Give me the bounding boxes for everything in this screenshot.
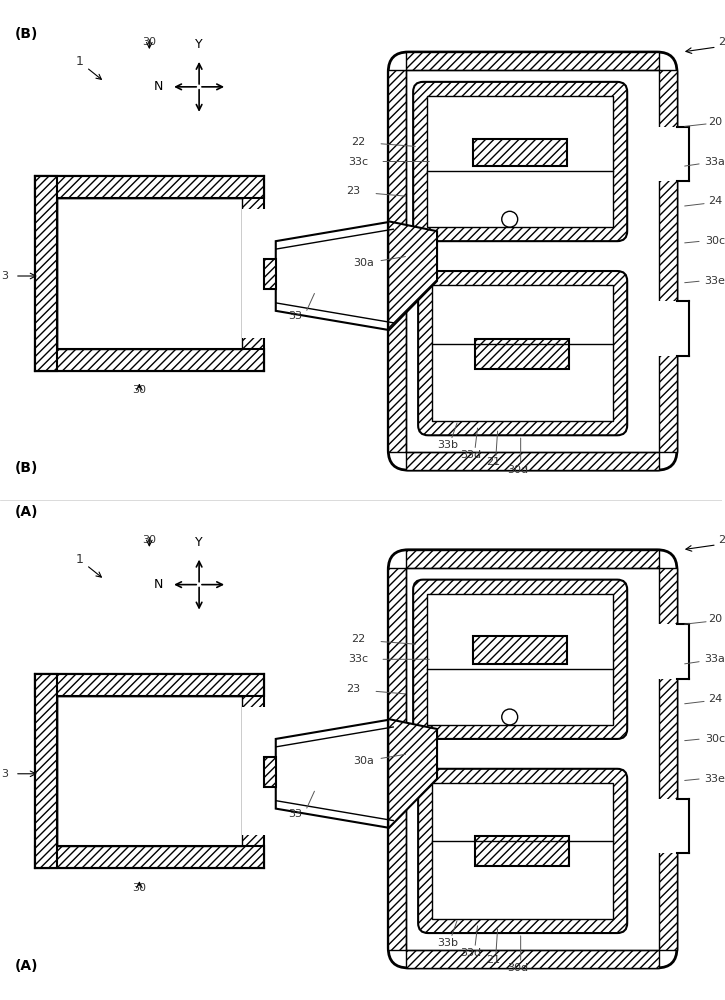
Bar bbox=[473, 636, 568, 664]
Text: 33a: 33a bbox=[705, 654, 725, 664]
Bar bbox=[432, 783, 613, 919]
Bar bbox=[35, 674, 57, 868]
Bar bbox=[389, 568, 406, 950]
Text: 20: 20 bbox=[708, 117, 722, 127]
FancyBboxPatch shape bbox=[418, 769, 627, 933]
Text: 22: 22 bbox=[352, 137, 365, 147]
Text: 30: 30 bbox=[133, 883, 146, 893]
Bar bbox=[35, 349, 264, 371]
Bar bbox=[35, 176, 264, 198]
Text: 33a: 33a bbox=[705, 157, 725, 167]
Text: 30: 30 bbox=[133, 385, 146, 395]
Bar bbox=[475, 836, 569, 866]
Bar bbox=[35, 674, 264, 696]
Text: 3: 3 bbox=[1, 271, 9, 281]
Text: 30: 30 bbox=[142, 37, 157, 47]
Bar bbox=[242, 707, 269, 835]
Text: 1: 1 bbox=[75, 553, 102, 577]
Text: 21: 21 bbox=[486, 955, 500, 965]
Text: 33b: 33b bbox=[437, 938, 458, 948]
Bar bbox=[432, 285, 613, 421]
Text: 1: 1 bbox=[75, 55, 102, 79]
Bar bbox=[35, 176, 264, 371]
Text: 30d: 30d bbox=[507, 465, 529, 475]
Text: 33d: 33d bbox=[460, 450, 481, 460]
Text: Y: Y bbox=[195, 536, 203, 549]
Text: N: N bbox=[154, 578, 163, 591]
Bar bbox=[406, 550, 659, 568]
Text: (B): (B) bbox=[15, 27, 38, 41]
Text: 30c: 30c bbox=[705, 734, 725, 744]
Text: 2: 2 bbox=[718, 37, 725, 47]
Text: 23: 23 bbox=[347, 684, 360, 694]
Bar bbox=[35, 674, 264, 868]
Text: 30: 30 bbox=[142, 535, 157, 545]
Text: (A): (A) bbox=[15, 505, 38, 519]
Text: 33d: 33d bbox=[460, 948, 481, 958]
FancyBboxPatch shape bbox=[413, 580, 627, 739]
Bar bbox=[406, 452, 659, 470]
Bar bbox=[659, 568, 677, 950]
Text: 30a: 30a bbox=[353, 756, 374, 766]
Text: 30d: 30d bbox=[507, 963, 529, 973]
Text: Y: Y bbox=[195, 38, 203, 51]
Text: 2: 2 bbox=[718, 535, 725, 545]
Text: 33c: 33c bbox=[348, 654, 368, 664]
Text: 24: 24 bbox=[708, 694, 722, 704]
Bar bbox=[264, 757, 276, 787]
Text: 33e: 33e bbox=[705, 774, 725, 784]
Text: 3: 3 bbox=[1, 769, 9, 779]
FancyBboxPatch shape bbox=[418, 271, 627, 435]
Text: 33b: 33b bbox=[437, 440, 458, 450]
Bar bbox=[406, 52, 659, 70]
Text: N: N bbox=[154, 80, 163, 93]
Bar bbox=[427, 594, 613, 725]
Bar bbox=[406, 950, 659, 968]
Bar bbox=[427, 96, 613, 227]
Bar bbox=[473, 139, 568, 166]
FancyBboxPatch shape bbox=[413, 82, 627, 241]
Bar bbox=[35, 846, 264, 868]
Text: 23: 23 bbox=[347, 186, 360, 196]
Bar bbox=[659, 70, 677, 452]
Polygon shape bbox=[389, 221, 437, 331]
Bar bbox=[657, 799, 705, 853]
Bar bbox=[264, 259, 276, 289]
FancyBboxPatch shape bbox=[389, 52, 677, 470]
Text: 24: 24 bbox=[708, 196, 722, 206]
Text: 30c: 30c bbox=[705, 236, 725, 246]
Bar bbox=[657, 624, 705, 679]
Bar bbox=[657, 301, 705, 356]
Bar bbox=[57, 198, 242, 349]
Text: (A): (A) bbox=[15, 959, 38, 973]
Text: 20: 20 bbox=[708, 614, 722, 624]
Bar bbox=[57, 696, 242, 846]
Text: (B): (B) bbox=[15, 461, 38, 475]
Bar bbox=[657, 127, 705, 181]
Text: 33e: 33e bbox=[705, 276, 725, 286]
Polygon shape bbox=[389, 719, 437, 829]
Bar bbox=[242, 209, 269, 338]
Text: 33: 33 bbox=[289, 809, 302, 819]
Bar bbox=[389, 70, 406, 452]
Polygon shape bbox=[276, 719, 393, 829]
Text: 33: 33 bbox=[289, 311, 302, 321]
Text: 30a: 30a bbox=[353, 258, 374, 268]
Text: 33c: 33c bbox=[348, 157, 368, 167]
Bar bbox=[475, 339, 569, 369]
Bar bbox=[35, 176, 57, 371]
Polygon shape bbox=[276, 221, 393, 331]
FancyBboxPatch shape bbox=[389, 550, 677, 968]
Text: 21: 21 bbox=[486, 457, 500, 467]
Text: 22: 22 bbox=[352, 634, 365, 644]
